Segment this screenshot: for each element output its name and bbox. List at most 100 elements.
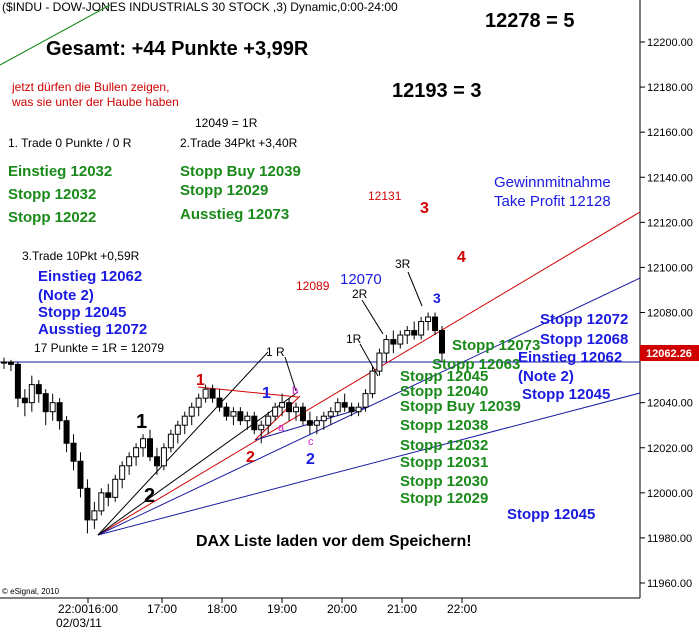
candle — [153, 447, 160, 475]
arrow-3r — [407, 271, 423, 307]
candle-body — [35, 384, 42, 395]
g-stopp-12045-label: Stopp 12045 — [400, 368, 488, 385]
candle — [147, 429, 153, 462]
candle-body — [376, 352, 383, 372]
candle — [258, 420, 265, 444]
right-stopp-12045-label: Stopp 12045 — [522, 386, 610, 403]
bottom-stopp-12045-label: Stopp 12045 — [507, 506, 595, 523]
candle-body — [258, 424, 265, 431]
candle — [1, 357, 7, 369]
wave-1-black-label: 1 — [136, 411, 147, 433]
candle-body — [119, 465, 126, 480]
g-stopp-12032-label: Stopp 12032 — [400, 437, 488, 454]
candle — [84, 479, 91, 534]
candle — [425, 312, 432, 331]
right-stopp-12068-label: Stopp 12068 — [540, 331, 628, 348]
label-3r: 3R — [395, 257, 411, 271]
stopp-12045-left-label: Stopp 12045 — [38, 304, 126, 321]
candle — [383, 335, 390, 363]
price-12131-label: 12131 — [368, 189, 402, 203]
candle-body — [133, 447, 140, 458]
candle-body — [126, 456, 133, 467]
candle — [432, 312, 439, 336]
g-stopp-12029-label: Stopp 12029 — [400, 490, 488, 507]
candle-body — [84, 487, 91, 521]
gewinnmitnahme-label: Gewinnmitnahme — [494, 174, 611, 191]
r12079-label: 17 Punkte = 1R = 12079 — [34, 341, 164, 355]
candle-body — [42, 393, 49, 413]
wave-a-label: a — [278, 422, 285, 434]
candle — [369, 366, 376, 399]
ausstieg-12073-label: Ausstieg 12073 — [180, 206, 289, 223]
candle — [265, 411, 272, 435]
candle — [397, 330, 404, 349]
candle-body — [209, 388, 216, 399]
price-tick-label: 12140.00 — [647, 172, 693, 184]
candle — [348, 402, 355, 417]
credit-label: © eSignal, 2010 — [2, 587, 60, 596]
blue-lower-channel-line — [97, 392, 641, 536]
candle — [299, 402, 306, 426]
candle-body — [7, 361, 14, 365]
red-upper-channel-line — [97, 211, 641, 536]
g-stopp-12073-label: Stopp 12073 — [452, 337, 540, 354]
red-wave-line-2 — [254, 395, 301, 441]
price-tick-label: 12160.00 — [647, 127, 693, 139]
wave-3-blue-label: 3 — [433, 290, 441, 306]
einstieg-12062-label: Einstieg 12062 — [38, 268, 142, 285]
candle-body — [14, 363, 21, 399]
candle-body — [293, 406, 299, 413]
candle — [63, 416, 70, 453]
black-fan-line-1 — [97, 351, 269, 536]
candle — [126, 452, 133, 475]
r12049-label: 12049 = 1R — [195, 116, 258, 130]
candle — [133, 443, 140, 466]
g-stopp-12038-label: Stopp 12038 — [400, 417, 488, 434]
candle — [244, 411, 251, 430]
candle — [160, 443, 167, 471]
arrow-1r-lower — [359, 343, 379, 377]
time-tick-label: 22:00 — [447, 602, 477, 616]
candle — [56, 398, 63, 430]
wave-b-label: b — [292, 385, 298, 397]
price-tick-label: 12180.00 — [647, 82, 693, 94]
price-12070-label: 12070 — [340, 271, 382, 288]
price-12089-label: 12089 — [296, 279, 330, 293]
candle — [355, 402, 362, 417]
price-tick-label: 11980.00 — [647, 533, 692, 545]
candle-body — [63, 420, 70, 444]
candle — [119, 461, 126, 489]
price-tick-label: 12020.00 — [647, 443, 693, 455]
ausstieg-12072-label: Ausstieg 12072 — [38, 321, 147, 338]
candle-body — [341, 402, 348, 408]
candle — [21, 389, 28, 417]
candle-body — [362, 393, 369, 408]
g-stopp-12030-label: Stopp 12030 — [400, 473, 488, 490]
candle-body — [28, 384, 35, 404]
trade1-label: 1. Trade 0 Punkte / 0 R — [8, 136, 132, 150]
candle-body — [411, 330, 418, 336]
candle-body — [279, 402, 286, 408]
candle — [77, 452, 84, 498]
candle — [174, 420, 181, 444]
candle — [188, 402, 195, 426]
candle — [202, 384, 209, 403]
candle-body — [188, 406, 195, 417]
wave-c-label: c — [308, 436, 314, 448]
candle — [7, 359, 14, 372]
candle-body — [404, 330, 411, 336]
candle — [98, 488, 105, 516]
candle-body — [1, 361, 7, 364]
candle — [216, 389, 223, 412]
price-axis: 12200.00 12180.00 12160.00 12140.00 12120.00… — [640, 37, 693, 590]
price-tick-label: 12120.00 — [647, 217, 693, 229]
candle-body — [425, 316, 432, 323]
candle — [418, 317, 425, 340]
stopp-12032-label: Stopp 12032 — [8, 186, 96, 203]
candle — [286, 398, 293, 421]
candlestick-series — [1, 312, 445, 534]
candle — [251, 411, 258, 435]
candle-body — [272, 406, 279, 417]
candle — [14, 362, 21, 408]
candle — [404, 326, 411, 345]
